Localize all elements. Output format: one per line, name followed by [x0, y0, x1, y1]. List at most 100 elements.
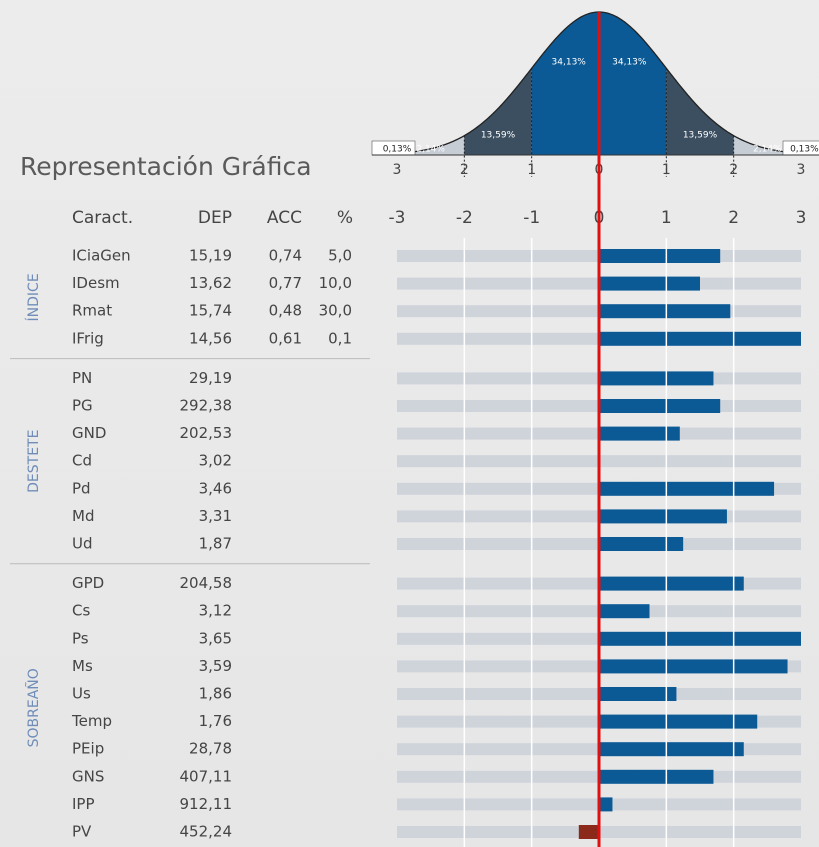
- row-name: Temp: [71, 712, 112, 730]
- row-pct: 5,0: [328, 247, 352, 265]
- row-dep: 3,31: [199, 507, 232, 525]
- row-dep: 452,24: [180, 823, 233, 841]
- curve-region-label: 2,14%: [753, 145, 782, 155]
- x-tick-label: -1: [523, 208, 540, 228]
- group-label: ÍNDICE: [25, 273, 42, 321]
- bar: [599, 659, 788, 674]
- row-dep: 29,19: [189, 369, 232, 387]
- row-dep: 407,11: [180, 767, 233, 785]
- bar: [599, 509, 727, 524]
- curve-region-label: 13,59%: [481, 131, 516, 141]
- bar: [599, 371, 714, 386]
- curve-region-label: 13,59%: [683, 131, 718, 141]
- bar: [599, 331, 801, 346]
- row-name: GNS: [72, 767, 104, 785]
- row-name: GPD: [72, 574, 104, 592]
- row-name: Pd: [72, 479, 91, 497]
- row-pct: 30,0: [319, 302, 352, 320]
- row-dep: 3,65: [199, 629, 232, 647]
- row-dep: 1,87: [199, 535, 232, 553]
- column-header: DEP: [198, 208, 232, 228]
- x-tick-label: 2: [728, 208, 739, 228]
- chart-title: Representación Gráfica: [20, 152, 312, 181]
- row-dep: 13,62: [189, 274, 232, 292]
- row-acc: 0,61: [269, 329, 302, 347]
- bar: [599, 742, 744, 757]
- row-dep: 15,19: [189, 247, 232, 265]
- row-acc: 0,77: [269, 274, 302, 292]
- row-name: PG: [72, 397, 93, 415]
- row-name: PN: [72, 369, 92, 387]
- row-dep: 292,38: [180, 397, 233, 415]
- row-name: Cd: [72, 452, 92, 470]
- row-name: Cs: [72, 602, 90, 620]
- curve-tick-label: 3: [797, 162, 806, 178]
- bar: [599, 537, 684, 551]
- row-dep: 3,59: [199, 657, 232, 675]
- curve-region: [733, 135, 801, 155]
- x-tick-label: 1: [661, 208, 672, 228]
- curve-region-label: 0,13%: [383, 145, 412, 155]
- row-name: GND: [72, 424, 106, 442]
- x-tick-label: -3: [389, 208, 406, 228]
- group-label: DESTETE: [26, 430, 42, 493]
- curve-tick-label: 1: [527, 162, 536, 178]
- row-dep: 1,86: [199, 685, 232, 703]
- bar: [599, 399, 721, 413]
- row-dep: 204,58: [180, 574, 233, 592]
- row-name: PEip: [72, 740, 104, 758]
- curve-region-label: 34,13%: [552, 58, 587, 68]
- x-tick-label: -2: [456, 208, 473, 228]
- column-header: Caract.: [72, 208, 133, 228]
- bar: [599, 426, 680, 441]
- row-name: ICiaGen: [72, 247, 131, 265]
- curve-region-label: 34,13%: [612, 58, 647, 68]
- row-name: IPP: [72, 795, 95, 813]
- row-name: Ud: [72, 535, 93, 553]
- row-dep: 15,74: [189, 302, 232, 320]
- curve-region: [397, 135, 465, 155]
- bar: [599, 304, 731, 319]
- bar: [599, 249, 721, 263]
- bar: [578, 825, 599, 839]
- row-dep: 912,11: [180, 795, 233, 813]
- row-dep: 3,02: [199, 452, 232, 470]
- bar: [599, 714, 758, 729]
- row-acc: 0,48: [269, 302, 302, 320]
- row-name: Ms: [72, 657, 93, 675]
- row-acc: 0,74: [269, 247, 302, 265]
- row-name: IFrig: [72, 329, 104, 347]
- curve-region-label: 0,13%: [790, 145, 819, 155]
- bar: [599, 481, 775, 496]
- curve-tick-label: 2: [460, 162, 469, 178]
- row-name: Rmat: [72, 302, 112, 320]
- bar: [599, 576, 744, 591]
- row-dep: 28,78: [189, 740, 232, 758]
- row-pct: 10,0: [319, 274, 352, 292]
- row-name: Ps: [72, 629, 89, 647]
- curve-tick-label: 1: [662, 162, 671, 178]
- bar: [599, 631, 801, 646]
- group-label: SOBREAÑO: [25, 668, 42, 747]
- row-dep: 3,12: [199, 602, 232, 620]
- bar: [599, 687, 677, 701]
- curve-tick-label: 3: [393, 162, 402, 178]
- row-name: IDesm: [72, 274, 120, 292]
- curve-region-label: 2,14%: [416, 145, 445, 155]
- bar: [599, 797, 613, 812]
- row-name: Us: [72, 685, 91, 703]
- x-tick-label: 3: [796, 208, 807, 228]
- curve-tick-label: 2: [729, 162, 738, 178]
- row-dep: 1,76: [199, 712, 232, 730]
- bar: [599, 604, 650, 619]
- row-pct: 0,1: [328, 329, 352, 347]
- row-dep: 14,56: [189, 329, 232, 347]
- row-name: PV: [72, 823, 92, 841]
- row-name: Md: [72, 507, 94, 525]
- bar: [599, 769, 714, 784]
- column-header: %: [337, 208, 353, 228]
- bar: [599, 276, 700, 291]
- column-header: ACC: [267, 208, 302, 228]
- row-dep: 202,53: [180, 424, 233, 442]
